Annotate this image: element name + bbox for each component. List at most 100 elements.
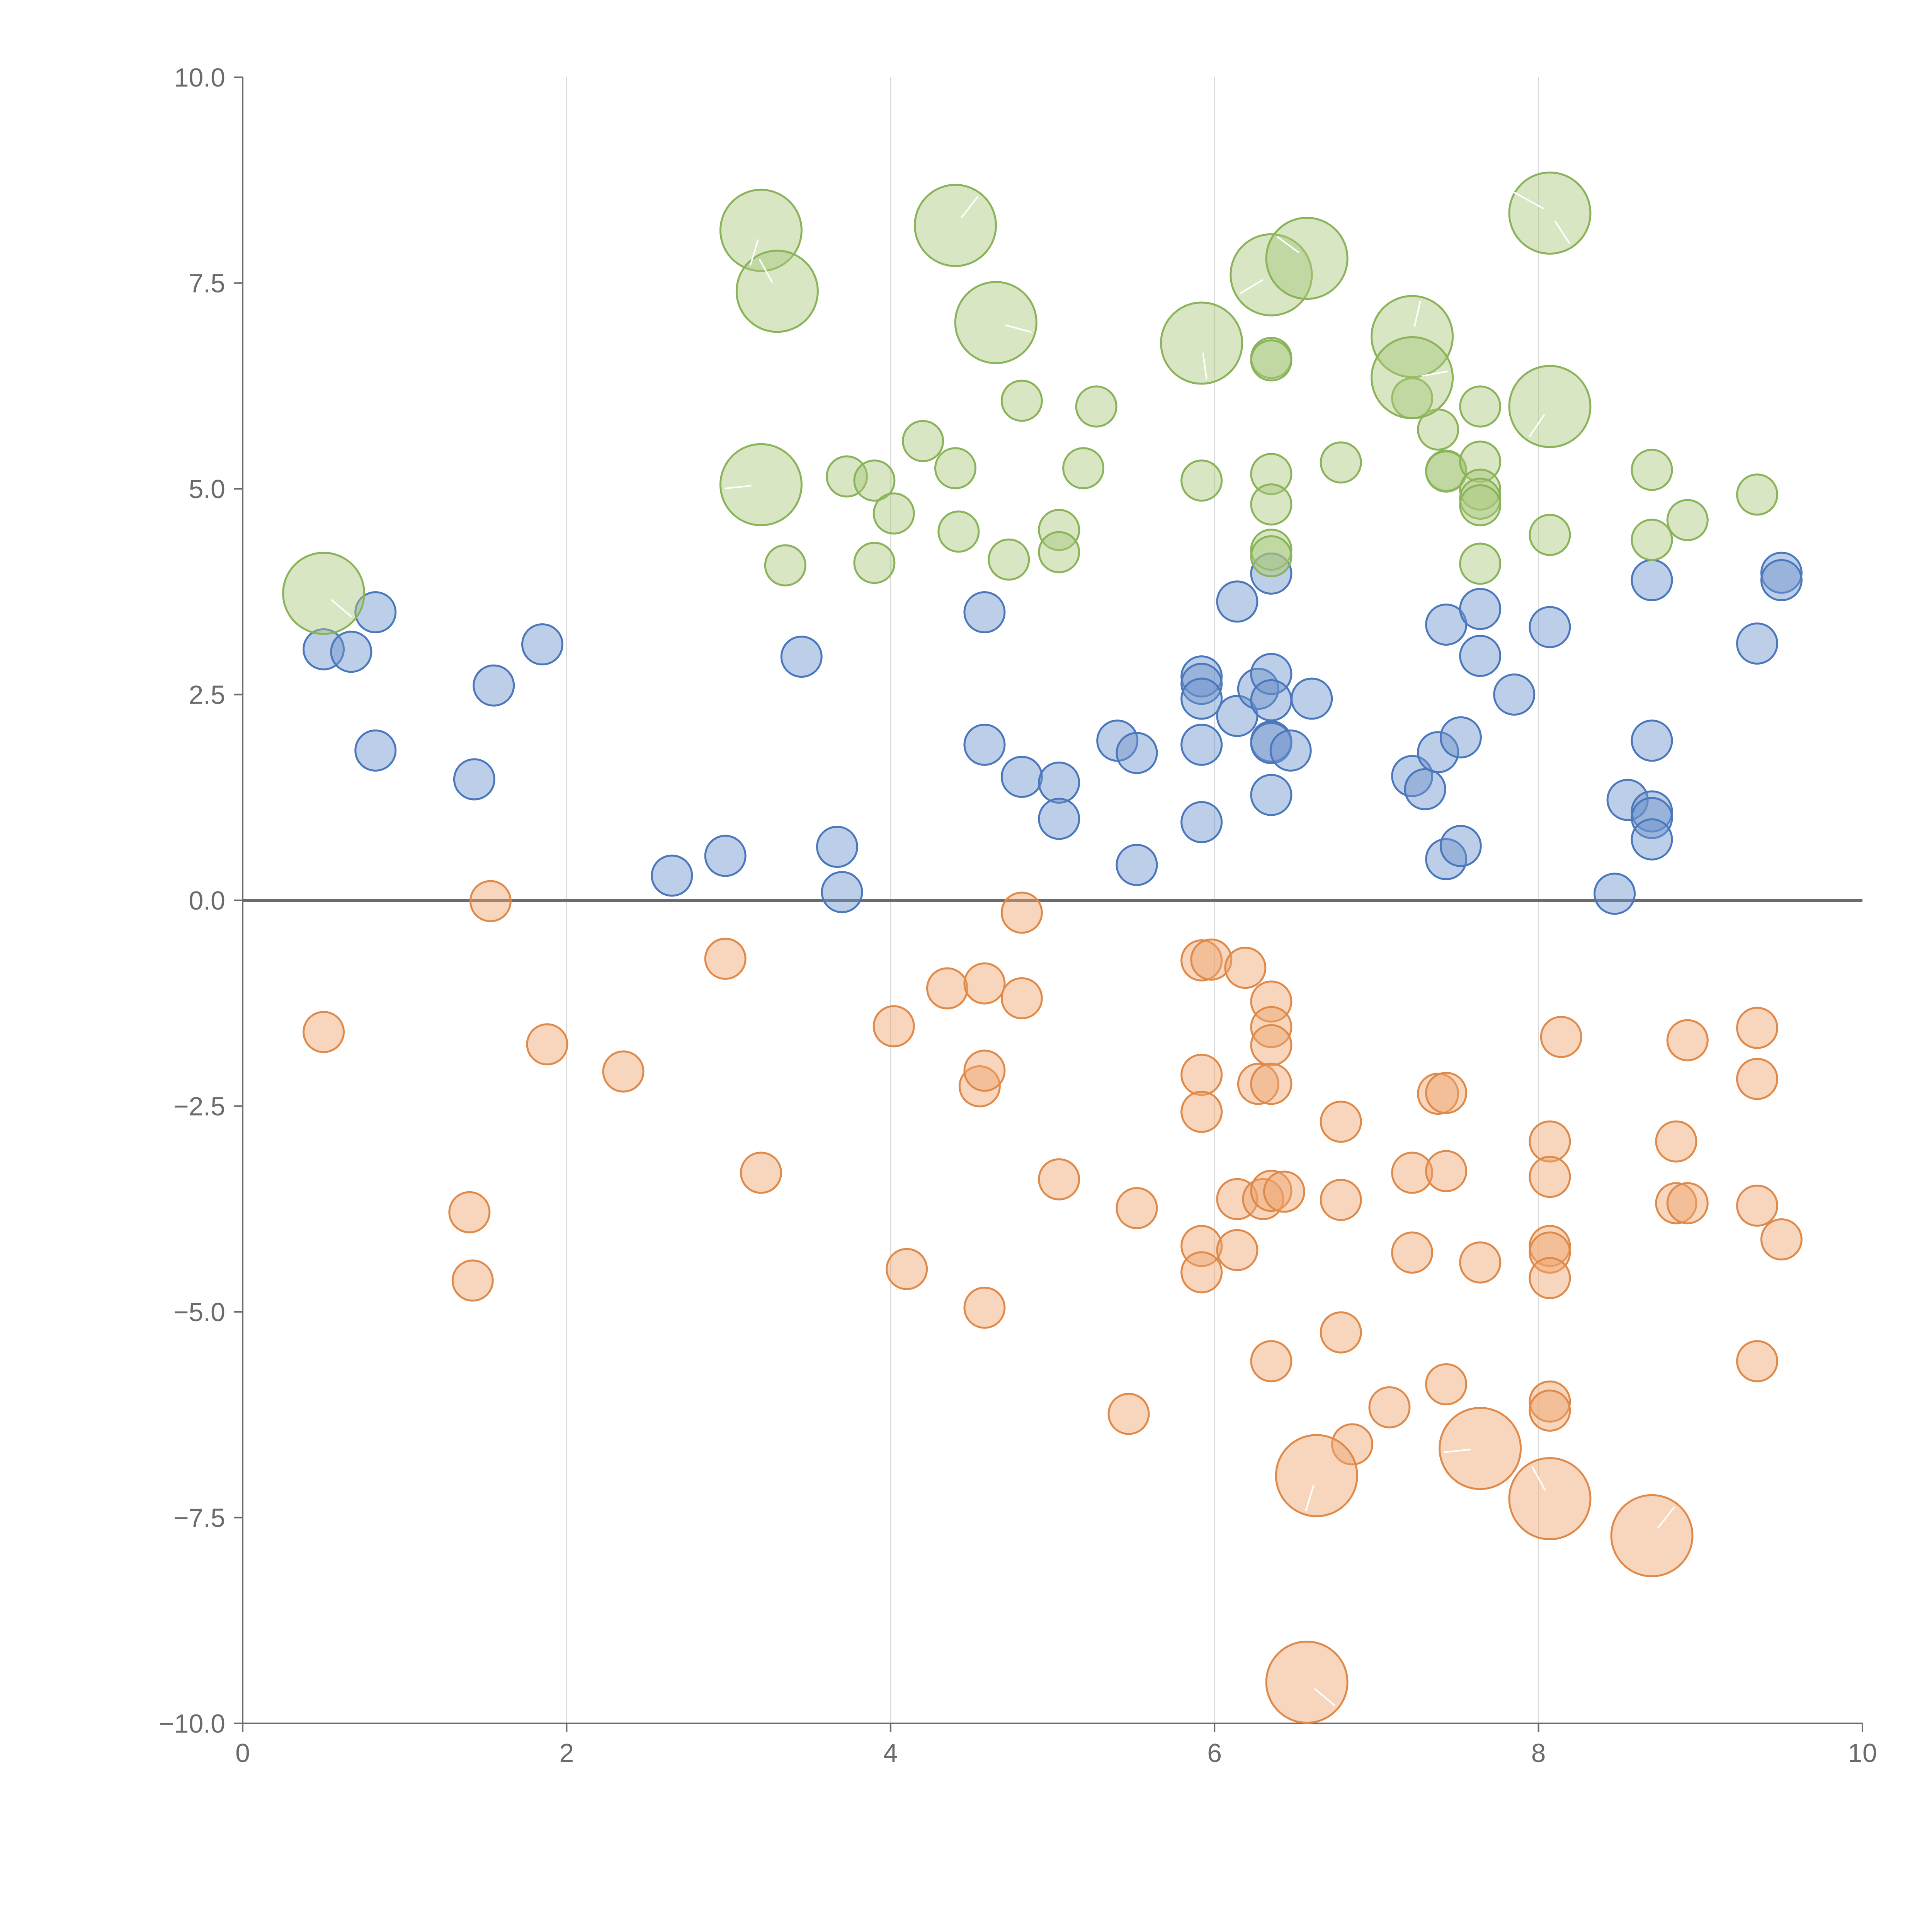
data-point (1425, 1363, 1468, 1405)
data-point (872, 492, 915, 535)
data-point (473, 664, 515, 707)
data-point (1760, 559, 1803, 601)
y-tick-label: −7.5 (173, 1503, 225, 1533)
bubble-leader-tick (1421, 370, 1449, 377)
data-point-large (1508, 171, 1592, 255)
data-point (1250, 1170, 1293, 1212)
data-point (1736, 1340, 1779, 1383)
data-point (1459, 1241, 1502, 1284)
x-tick-label: 4 (883, 1738, 898, 1768)
data-point (1190, 938, 1233, 981)
data-point (1116, 732, 1158, 774)
y-tick-label: 5.0 (189, 474, 225, 504)
y-tick-label: −10.0 (159, 1709, 225, 1738)
data-point (1631, 797, 1673, 839)
data-point (1459, 588, 1502, 630)
data-point (902, 420, 944, 462)
data-point-large (1508, 365, 1592, 448)
data-point (1216, 1178, 1259, 1220)
data-point (1666, 499, 1709, 541)
data-point (1368, 1386, 1411, 1429)
data-point (1250, 552, 1293, 595)
data-point (1180, 939, 1223, 981)
data-point (1038, 1158, 1080, 1201)
data-point (354, 729, 397, 772)
data-point (821, 871, 863, 913)
data-point (1631, 559, 1673, 601)
data-point (1000, 891, 1043, 934)
data-point-large (1439, 1407, 1522, 1490)
data-point (1250, 339, 1293, 382)
x-tick-label: 0 (235, 1738, 250, 1768)
data-point (963, 962, 1006, 1005)
data-point (988, 538, 1030, 581)
data-point (1237, 1063, 1279, 1105)
data-point (780, 636, 823, 678)
bubble-labels (330, 133, 1675, 1707)
x-tick-label: 8 (1531, 1738, 1546, 1768)
data-point (1075, 385, 1117, 428)
data-point (963, 1286, 1006, 1329)
data-point (926, 967, 969, 1010)
data-point (1631, 818, 1673, 861)
data-point (1180, 663, 1223, 705)
data-point (469, 880, 512, 922)
data-point (1529, 1257, 1571, 1299)
y-tick-label: 10.0 (174, 63, 225, 92)
data-point (1425, 450, 1468, 493)
data-point (1459, 468, 1502, 511)
data-point (303, 628, 345, 670)
data-point (1529, 1389, 1571, 1432)
data-point (1180, 1090, 1223, 1133)
data-point (1459, 385, 1502, 428)
data-point (1736, 622, 1779, 665)
data-point (958, 1065, 1001, 1107)
x-tick-label: 2 (559, 1738, 574, 1768)
data-point (1493, 673, 1536, 716)
data-point (1459, 484, 1502, 527)
bubble-leader-tick (759, 259, 773, 283)
data-point (1000, 756, 1043, 798)
data-point (1180, 1225, 1223, 1267)
data-point (1331, 1423, 1374, 1466)
data-point (1250, 653, 1293, 695)
data-point (1631, 519, 1673, 561)
y-tick-label: −2.5 (173, 1092, 225, 1121)
series-blue (303, 551, 1803, 915)
data-point (1116, 844, 1158, 886)
data-point (1250, 1340, 1293, 1383)
bubble-leader-tick (1443, 1449, 1471, 1453)
data-point (1038, 761, 1080, 804)
data-point-large (954, 281, 1037, 364)
bubble-leader-tick (330, 599, 352, 618)
data-point (1224, 947, 1267, 989)
data-point (1250, 980, 1293, 1023)
data-point (1291, 677, 1333, 720)
y-tick-label: 2.5 (189, 680, 225, 710)
data-point (1216, 580, 1259, 623)
data-point (1038, 509, 1080, 551)
data-point (1529, 1380, 1571, 1423)
data-point-large (1610, 1494, 1694, 1577)
data-point (1180, 677, 1223, 720)
bubble-leader-tick (749, 239, 759, 266)
data-point (1459, 634, 1502, 677)
bubble-leader-tick (1531, 1466, 1546, 1491)
x-axis: 0 2 4 6 8 10 (235, 1723, 1877, 1768)
bubble-leader-tick (1314, 1688, 1336, 1707)
data-point (1000, 379, 1043, 422)
data-point-large (282, 552, 366, 635)
data-point-large (1371, 336, 1454, 419)
data-point (853, 542, 896, 584)
data-point (1250, 1006, 1293, 1048)
bubble-leader-tick (1005, 324, 1032, 333)
data-point (1250, 1024, 1293, 1066)
data-point (704, 937, 747, 980)
data-point (1736, 1184, 1779, 1227)
data-point (704, 835, 747, 877)
data-point (764, 544, 806, 587)
data-point (651, 854, 693, 897)
data-point (1529, 606, 1571, 648)
data-point (1736, 1007, 1779, 1049)
data-point (1180, 1054, 1223, 1096)
